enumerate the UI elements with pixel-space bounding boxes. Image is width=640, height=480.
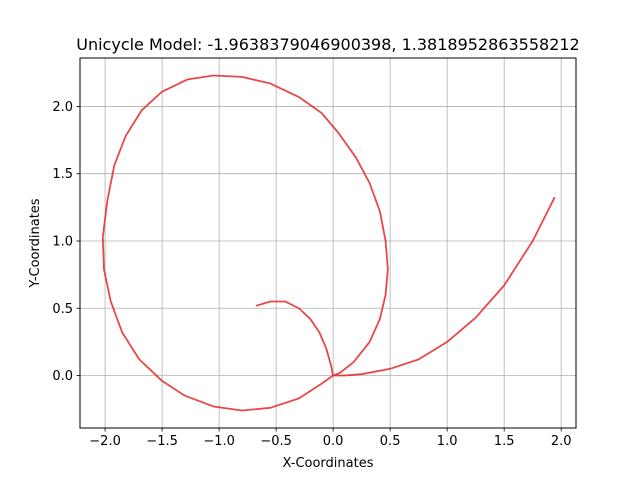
x-tick-label: 0.0 (323, 434, 344, 449)
plot-frame (79, 57, 577, 429)
x-tick-label: −1.0 (203, 434, 235, 449)
grid (80, 58, 576, 428)
x-axis-label: X-Coordinates (283, 456, 374, 471)
data-series (101, 74, 556, 412)
x-tick-label: 1.5 (494, 434, 515, 449)
y-tick-label: 0.0 (52, 369, 73, 384)
trajectory-line (101, 74, 556, 412)
x-tick-label: 2.0 (551, 434, 572, 449)
y-tick-label: 1.0 (52, 234, 73, 249)
y-tick-label: 1.5 (52, 167, 73, 182)
x-tick-label: −0.5 (260, 434, 292, 449)
y-axis-label: Y-Coordinates (28, 198, 43, 288)
x-tick-label: 1.0 (437, 434, 458, 449)
x-tick-label: 0.5 (380, 434, 401, 449)
x-tick-label: −1.5 (146, 434, 178, 449)
chart-title: Unicycle Model: -1.9638379046900398, 1.3… (76, 35, 579, 54)
y-tick-label: 0.5 (52, 302, 73, 317)
y-tick-label: 2.0 (52, 100, 73, 115)
axis-ticks: −2.0 −1.5 −1.0 −0.5 0.0 0.5 1.0 1.5 2.0 0.0 0.5 1.0… (52, 100, 571, 449)
x-tick-label: −2.0 (89, 434, 121, 449)
